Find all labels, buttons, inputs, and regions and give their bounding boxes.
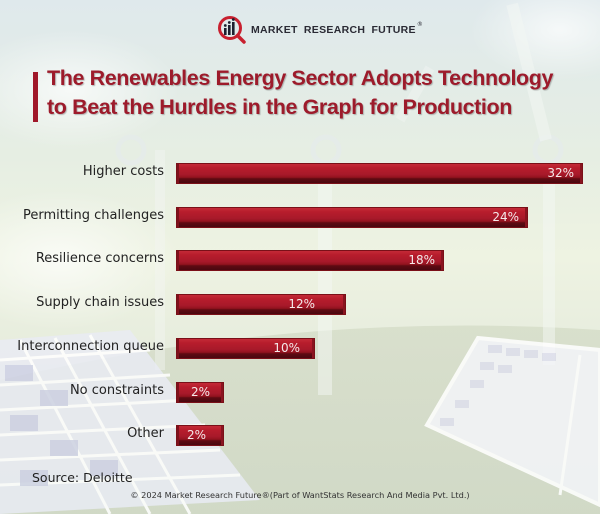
bar: 2% <box>176 382 224 403</box>
bar-row-resilience-concerns: Resilience concerns 18% <box>0 250 600 271</box>
brand-name: MARKET RESEARCH FUTURE <box>251 24 416 36</box>
bar-row-interconnection-queue: Interconnection queue 10% <box>0 338 600 359</box>
bar-row-higher-costs: Higher costs 32% <box>0 163 600 184</box>
title-line-2: to Beat the Hurdles in the Graph for Pro… <box>47 95 512 119</box>
bar: 10% <box>176 338 315 359</box>
bar-value: 18% <box>408 253 435 267</box>
bar-label: No constraints <box>69 383 164 398</box>
bar-label: Interconnection queue <box>17 339 164 354</box>
bar: 2% <box>176 425 224 446</box>
brand-logo: MARKET RESEARCH FUTURE ® <box>217 15 423 45</box>
bar-label: Permitting challenges <box>22 208 164 223</box>
bar: 18% <box>176 250 444 271</box>
title-line-1: The Renewables Energy Sector Adopts Tech… <box>47 66 554 90</box>
bar-label: Higher costs <box>82 164 164 179</box>
bar: 12% <box>176 294 346 315</box>
magnifier-chart-icon <box>218 16 246 44</box>
title-accent-bar <box>33 72 38 122</box>
bar-value: 12% <box>288 297 315 311</box>
bar-row-no-constraints: No constraints 2% <box>0 382 600 403</box>
bar-value: 32% <box>547 166 574 180</box>
registered-mark: ® <box>416 20 423 28</box>
bar-label: Resilience concerns <box>35 251 164 266</box>
copyright-notice: © 2024 Market Research Future®(Part of W… <box>130 490 470 500</box>
chart-title: The Renewables Energy Sector Adopts Tech… <box>47 64 592 122</box>
bar-row-permitting-challenges: Permitting challenges 24% <box>0 207 600 228</box>
bar: 32% <box>176 163 583 184</box>
bar-row-other: Other 2% <box>0 425 600 446</box>
source-note: Source: Deloitte <box>32 470 133 485</box>
bar-label: Other <box>127 426 164 441</box>
bar-label: Supply chain issues <box>36 295 164 310</box>
bar-value: 2% <box>191 385 211 399</box>
bar: 24% <box>176 207 528 228</box>
bar-value: 24% <box>492 210 519 224</box>
bar-value: 10% <box>273 341 300 355</box>
bar-value: 2% <box>187 428 207 442</box>
bar-row-supply-chain-issues: Supply chain issues 12% <box>0 294 600 315</box>
